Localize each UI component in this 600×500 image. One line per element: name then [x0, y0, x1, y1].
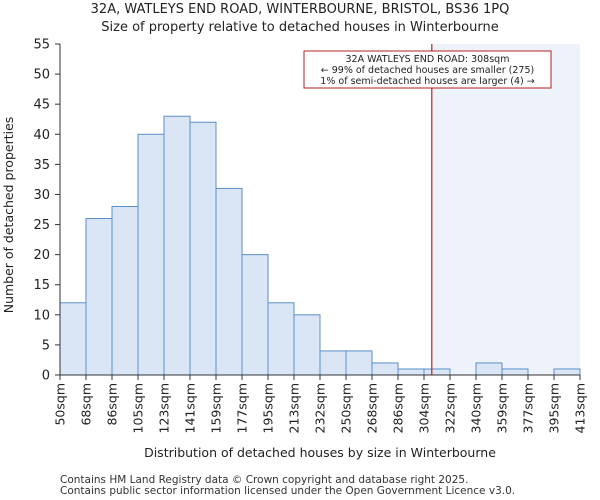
annotation-line: 1% of semi-detached houses are larger (4… [320, 76, 534, 87]
annotation-line: 32A WATLEYS END ROAD: 308sqm [346, 54, 510, 65]
x-tick-label: 105sqm [131, 383, 146, 433]
histogram-bar [267, 302, 295, 376]
x-tick-label: 395sqm [547, 383, 562, 433]
y-tick-label: 30 [33, 188, 50, 203]
x-tick-label: 268sqm [365, 383, 380, 433]
x-tick-label: 50sqm [53, 383, 68, 426]
x-tick-label: 123sqm [157, 383, 172, 433]
histogram-bar [293, 314, 321, 376]
histogram-bar [345, 350, 373, 376]
x-tick-label: 377sqm [521, 383, 536, 433]
histogram-bar [553, 368, 581, 376]
y-tick-label: 20 [33, 248, 50, 263]
x-tick-label: 250sqm [339, 383, 354, 433]
y-tick-label: 35 [33, 158, 50, 173]
histogram-bar [475, 362, 503, 376]
y-tick-label: 45 [33, 98, 50, 113]
annotation-line: ← 99% of detached houses are smaller (27… [321, 65, 534, 76]
chart-subtitle: Size of property relative to detached ho… [101, 20, 499, 35]
histogram-bar [189, 121, 217, 376]
footer-licence: Contains public sector information licen… [60, 485, 516, 497]
x-tick-label: 304sqm [417, 383, 432, 433]
x-axis-label: Distribution of detached houses by size … [144, 445, 496, 460]
histogram-bar [163, 115, 191, 376]
x-tick-label: 141sqm [183, 383, 198, 433]
y-tick-label: 50 [33, 68, 50, 83]
histogram-bar [501, 368, 529, 376]
x-tick-label: 86sqm [105, 383, 120, 426]
histogram-bar [397, 368, 425, 376]
annotation-box [303, 50, 552, 89]
histogram-bar [241, 254, 269, 376]
histogram-bar [137, 133, 165, 376]
y-tick-label: 40 [33, 128, 50, 143]
x-tick-label: 68sqm [79, 383, 94, 426]
x-tick-label: 413sqm [573, 383, 588, 433]
x-tick-label: 213sqm [287, 383, 302, 433]
histogram-bar [371, 362, 399, 376]
x-tick-label: 232sqm [313, 383, 328, 433]
y-tick-label: 55 [33, 38, 50, 53]
x-tick-label: 340sqm [469, 383, 484, 433]
x-tick-label: 359sqm [495, 383, 510, 433]
y-axis-label: Number of detached properties [1, 117, 16, 314]
histogram-bar [111, 205, 139, 376]
y-tick-label: 10 [33, 308, 50, 323]
histogram-bar [423, 368, 451, 376]
x-tick-label: 322sqm [443, 383, 458, 433]
histogram-bar [59, 302, 87, 376]
chart-title: 32A, WATLEYS END ROAD, WINTERBOURNE, BRI… [90, 2, 510, 17]
y-tick-label: 0 [42, 369, 50, 384]
y-tick-label: 15 [33, 278, 50, 293]
x-tick-label: 159sqm [209, 383, 224, 433]
x-tick-label: 286sqm [391, 383, 406, 433]
histogram-bar [319, 350, 347, 376]
y-tick-label: 5 [42, 338, 50, 353]
y-tick-label: 25 [33, 218, 50, 233]
footer-copyright: Contains HM Land Registry data © Crown c… [60, 474, 469, 486]
histogram-bar [85, 218, 113, 376]
x-tick-label: 195sqm [261, 383, 276, 433]
highlight-region [431, 44, 580, 375]
x-tick-label: 177sqm [235, 383, 250, 433]
histogram-bar [215, 187, 243, 376]
